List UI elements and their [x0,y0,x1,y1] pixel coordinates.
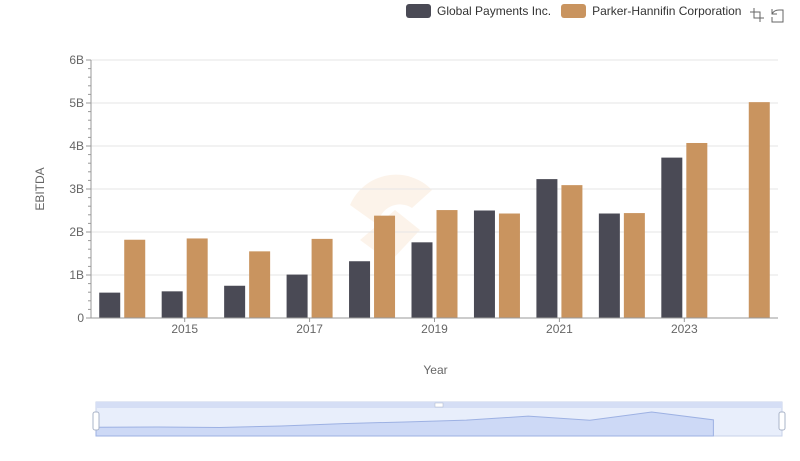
bar-global-payments-2020[interactable] [473,210,495,319]
zoom-preview-area [95,411,714,437]
bar-global-payments-2021[interactable] [536,179,558,318]
chart-legend: Global Payments Inc. Parker-Hannifin Cor… [406,4,751,18]
y-axis-title: EBITDA [33,167,47,210]
bar-global-payments-2018[interactable] [349,261,371,318]
bar-global-payments-2016[interactable] [224,285,246,318]
x-tick-label: 2017 [296,322,323,336]
bar-global-payments-2015[interactable] [161,291,183,318]
x-tick-label: 2021 [546,322,573,336]
y-tick-label: 3B [69,182,84,196]
y-tick-label: 2B [69,225,84,239]
data-zoom-icon[interactable] [748,6,766,24]
legend-item-global-payments[interactable]: Global Payments Inc. [406,4,551,18]
x-tick-label: 2019 [421,322,448,336]
data-zoom-slider[interactable] [92,401,786,437]
y-tick-label: 1B [69,268,84,282]
chart-toolbar [746,6,786,24]
bar-parker-hannifin-2014[interactable] [124,239,146,318]
bar-parker-hannifin-2015[interactable] [186,238,208,318]
bar-global-payments-2023[interactable] [661,157,683,318]
zoom-drag-grip[interactable] [434,402,444,408]
legend-label-global-payments: Global Payments Inc. [437,4,552,18]
x-tick-label: 2015 [171,322,198,336]
bar-parker-hannifin-2021[interactable] [561,185,583,318]
y-tick-label: 0 [77,311,84,325]
bar-global-payments-2022[interactable] [598,213,620,318]
x-axis-title: Year [423,363,447,377]
bar-parker-hannifin-2023[interactable] [686,142,708,318]
bar-parker-hannifin-2022[interactable] [623,213,645,318]
axes: 0 1B 2B 3B 4B 5B 6B 2015 2017 2019 2021 2023 Year EBI… [33,53,778,377]
bar-parker-hannifin-2020[interactable] [498,213,520,318]
y-tick-label: 6B [69,53,84,67]
bar-parker-hannifin-2017[interactable] [311,238,333,318]
legend-swatch-parker-hannifin [561,4,587,18]
zoom-handle-left[interactable] [92,411,100,431]
x-tick-label: 2023 [671,322,698,336]
bar-global-payments-2019[interactable] [411,242,433,318]
restore-icon[interactable] [768,6,786,24]
bar-parker-hannifin-2024[interactable] [748,102,770,318]
bar-parker-hannifin-2019[interactable] [436,210,458,318]
legend-swatch-global-payments [406,4,431,18]
y-tick-label: 5B [69,96,84,110]
bar-parker-hannifin-2018[interactable] [374,215,396,318]
legend-label-parker-hannifin: Parker-Hannifin Corporation [592,4,742,18]
zoom-handle-right[interactable] [778,411,786,431]
legend-item-parker-hannifin[interactable]: Parker-Hannifin Corporation [561,4,741,18]
bar-global-payments-2017[interactable] [286,274,308,318]
y-tick-label: 4B [69,139,84,153]
bar-parker-hannifin-2016[interactable] [249,251,271,318]
bar-layer [99,102,770,318]
bar-global-payments-2014[interactable] [99,292,121,318]
